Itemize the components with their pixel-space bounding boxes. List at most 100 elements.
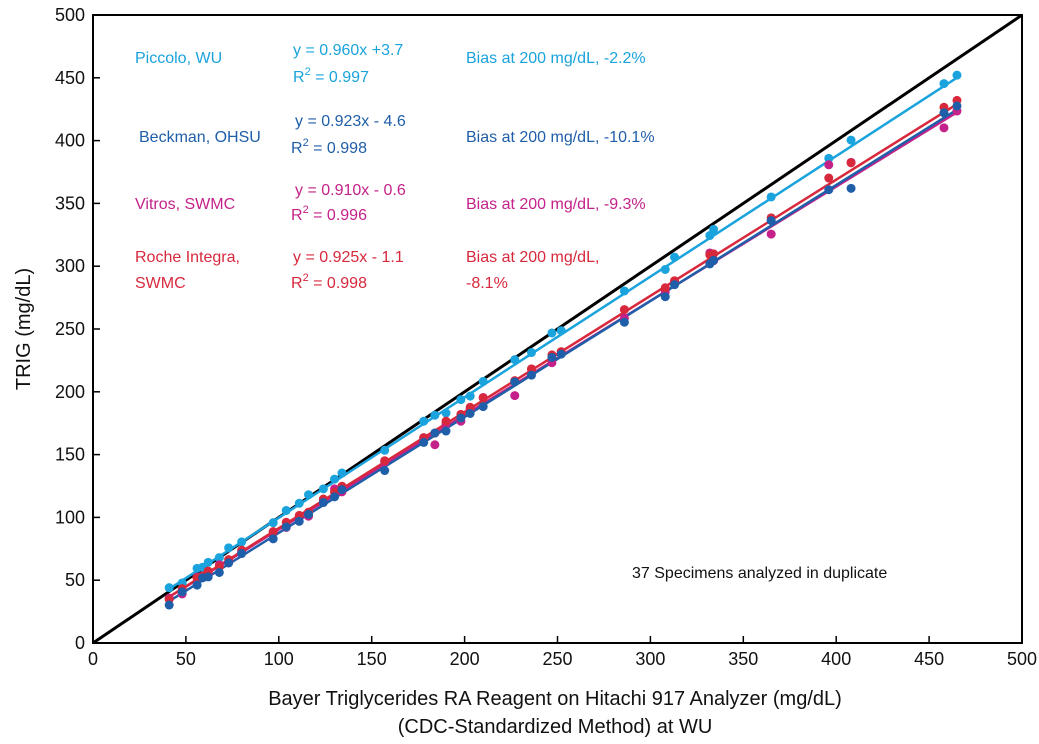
bias-roche-line2: -8.1% xyxy=(466,275,508,292)
data-point-1 xyxy=(330,492,340,502)
data-point-3 xyxy=(268,527,278,537)
y-tick-label: 150 xyxy=(55,445,85,465)
x-tick-label: 500 xyxy=(1007,649,1037,669)
data-point-0 xyxy=(294,498,304,508)
data-point-0 xyxy=(465,391,475,401)
data-point-2 xyxy=(510,391,520,401)
y-tick-label: 300 xyxy=(55,256,85,276)
r2-letter: R xyxy=(291,207,303,224)
x-axis-label-line2: (CDC-Standardized Method) at WU xyxy=(398,716,713,738)
equation-roche: y = 0.925x - 1.1 xyxy=(293,249,404,266)
r2-superscript: 2 xyxy=(303,137,309,149)
r2-value: = 0.996 xyxy=(309,207,367,224)
data-point-1 xyxy=(419,437,429,447)
equation-vitros: y = 0.910x - 0.6 xyxy=(295,182,406,199)
r2-letter: R xyxy=(293,69,305,86)
data-point-0 xyxy=(478,376,488,386)
r2-letter: R xyxy=(291,275,303,292)
data-point-1 xyxy=(670,280,680,290)
x-tick-label: 350 xyxy=(728,649,758,669)
data-point-2 xyxy=(824,160,834,170)
data-point-1 xyxy=(939,108,949,118)
data-point-1 xyxy=(846,183,856,193)
data-point-0 xyxy=(441,408,451,418)
legend-name-roche-line2: SWMC xyxy=(135,275,186,292)
data-point-0 xyxy=(619,286,629,296)
bias-roche-line1: Bias at 200 mg/dL, xyxy=(466,249,599,266)
y-tick-label: 450 xyxy=(55,68,85,88)
bias-beckman: Bias at 200 mg/dL, -10.1% xyxy=(466,129,655,146)
bias-piccolo: Bias at 200 mg/dL, -2.2% xyxy=(466,50,646,67)
r2-superscript: 2 xyxy=(303,272,309,284)
y-tick-label: 250 xyxy=(55,319,85,339)
data-point-2 xyxy=(430,440,440,450)
data-point-1 xyxy=(660,292,670,302)
data-point-2 xyxy=(939,123,949,133)
data-point-1 xyxy=(304,509,314,519)
x-tick-label: 450 xyxy=(914,649,944,669)
data-point-3 xyxy=(465,402,475,412)
data-point-3 xyxy=(526,364,536,374)
legend-name-roche-line1: Roche Integra, xyxy=(135,249,240,266)
data-point-0 xyxy=(203,557,213,567)
equation-piccolo: y = 0.960x +3.7 xyxy=(293,42,403,59)
data-point-1 xyxy=(281,522,291,532)
data-point-0 xyxy=(547,328,557,338)
data-point-1 xyxy=(430,428,440,438)
data-point-0 xyxy=(660,264,670,274)
y-tick-label: 400 xyxy=(55,131,85,151)
data-point-1 xyxy=(456,413,466,423)
y-axis-label: TRIG (mg/dL) xyxy=(13,268,35,390)
x-tick-label: 50 xyxy=(176,649,196,669)
r2-superscript: 2 xyxy=(305,66,311,78)
r2-beckman: R2 = 0.998 xyxy=(291,137,367,157)
data-point-1 xyxy=(824,185,834,195)
data-point-1 xyxy=(214,567,224,577)
r2-vitros: R2 = 0.996 xyxy=(291,204,367,224)
y-tick-label: 0 xyxy=(75,633,85,653)
data-point-0 xyxy=(824,153,834,163)
data-point-1 xyxy=(441,426,451,436)
data-point-1 xyxy=(478,402,488,412)
y-axis: 0 50 100 150 200 250 300 350 400 450 500 xyxy=(55,5,100,653)
data-point-0 xyxy=(214,553,224,563)
data-point-1 xyxy=(268,534,278,544)
data-point-3 xyxy=(709,249,719,259)
data-point-1 xyxy=(203,572,213,582)
data-point-0 xyxy=(224,543,234,553)
data-point-0 xyxy=(556,326,566,336)
data-point-1 xyxy=(294,516,304,526)
data-point-1 xyxy=(709,255,719,265)
y-tick-label: 350 xyxy=(55,193,85,213)
data-point-1 xyxy=(766,216,776,226)
data-point-1 xyxy=(337,485,347,495)
y-tick-label: 500 xyxy=(55,5,85,25)
data-point-1 xyxy=(556,349,566,359)
data-point-0 xyxy=(304,490,314,500)
x-tick-label: 0 xyxy=(88,649,98,669)
data-point-0 xyxy=(939,79,949,89)
data-point-0 xyxy=(164,583,174,593)
data-point-1 xyxy=(224,558,234,568)
data-point-0 xyxy=(510,355,520,365)
legend-name-piccolo: Piccolo, WU xyxy=(135,50,222,67)
r2-value: = 0.998 xyxy=(309,140,367,157)
data-point-0 xyxy=(268,518,278,528)
data-point-1 xyxy=(526,370,536,380)
data-point-3 xyxy=(824,173,834,183)
bias-vitros: Bias at 200 mg/dL, -9.3% xyxy=(466,196,646,213)
data-point-1 xyxy=(465,408,475,418)
x-tick-label: 400 xyxy=(821,649,851,669)
x-tick-label: 300 xyxy=(635,649,665,669)
data-points xyxy=(164,70,962,610)
data-point-1 xyxy=(164,600,174,610)
legend-name-beckman: Beckman, OHSU xyxy=(139,129,261,146)
data-point-0 xyxy=(380,445,390,455)
data-point-3 xyxy=(441,416,451,426)
equation-beckman: y = 0.923x - 4.6 xyxy=(295,113,406,130)
data-point-3 xyxy=(478,393,488,403)
data-point-0 xyxy=(318,484,328,494)
data-point-1 xyxy=(547,352,557,362)
data-point-0 xyxy=(952,70,962,80)
